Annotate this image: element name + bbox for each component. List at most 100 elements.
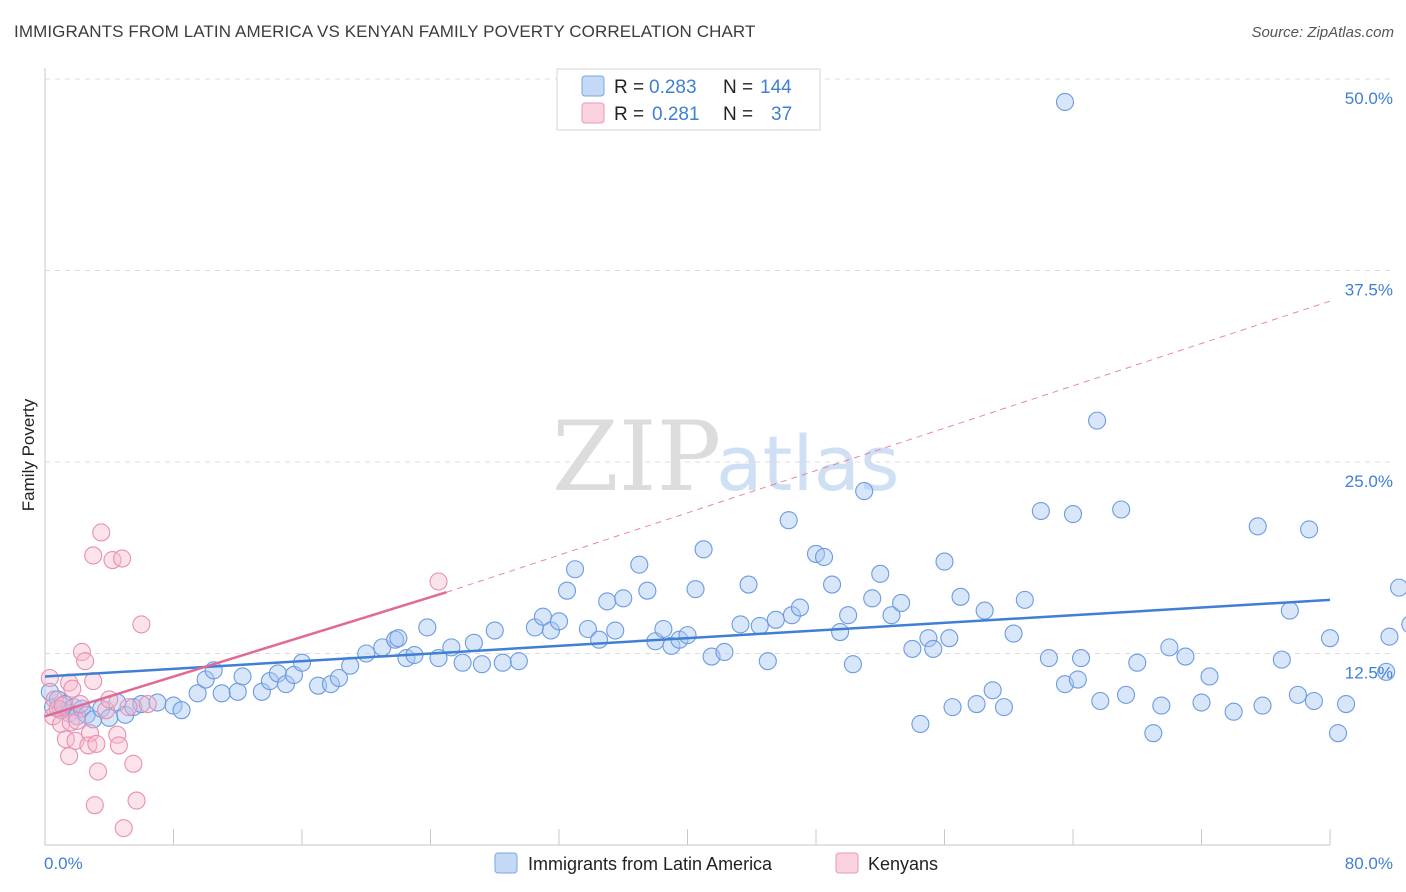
point-latin-america (715, 642, 734, 662)
legend-r-label-2: R = (614, 104, 644, 125)
legend-n-value-2: 37 (771, 104, 792, 125)
point-latin-america (871, 564, 890, 583)
stats-legend: R = 0.283 N = 144 R = 0.281 N = 37 (556, 68, 821, 131)
point-latin-america (686, 580, 705, 599)
point-latin-america (606, 621, 625, 640)
point-kenyans (92, 523, 111, 542)
point-latin-america (630, 555, 649, 574)
point-latin-america (758, 652, 777, 671)
legend-n-label-2: N = (723, 104, 753, 125)
point-latin-america (975, 601, 994, 620)
series-kenyans-points (40, 523, 448, 838)
point-latin-america (1248, 517, 1267, 536)
point-latin-america (549, 612, 569, 631)
point-latin-america (386, 630, 405, 649)
point-latin-america (472, 655, 491, 674)
point-latin-america (1071, 649, 1091, 668)
point-kenyans (40, 668, 59, 688)
point-kenyans (109, 736, 128, 755)
point-latin-america (814, 547, 834, 567)
point-latin-america (233, 667, 252, 686)
point-kenyans (84, 546, 103, 565)
point-latin-america (389, 629, 408, 648)
point-latin-america (1055, 92, 1075, 112)
chart-title: IMMIGRANTS FROM LATIN AMERICA VS KENYAN … (14, 22, 756, 41)
point-latin-america (903, 639, 922, 658)
y-tick-label: 50.0% (1345, 89, 1393, 108)
bottom-legend-swatch-blue (494, 852, 518, 874)
point-latin-america (1380, 627, 1399, 646)
point-latin-america (1160, 638, 1179, 657)
point-latin-america (228, 682, 247, 701)
point-kenyans (61, 713, 80, 732)
legend-r-label-1: R = (614, 77, 644, 98)
point-kenyans (429, 572, 448, 591)
y-tick-label: 25.0% (1345, 472, 1393, 491)
point-latin-america (750, 616, 769, 635)
point-latin-america (1280, 601, 1299, 620)
point-latin-america (967, 695, 986, 714)
point-latin-america (1288, 685, 1307, 704)
y-tick-label: 37.5% (1345, 281, 1393, 300)
point-latin-america (1192, 693, 1211, 712)
legend-r-value-2: 0.281 (652, 104, 700, 125)
point-latin-america (329, 668, 348, 688)
point-latin-america (590, 630, 609, 649)
y-axis-label: Family Poverty (19, 398, 38, 511)
point-latin-america (1144, 724, 1163, 743)
point-latin-america (731, 615, 750, 634)
x-tick-labels: 0.0% 80.0% (44, 854, 1393, 873)
legend-n-value-1: 144 (760, 77, 792, 98)
point-latin-america (1031, 501, 1050, 521)
point-latin-america (418, 618, 437, 637)
point-latin-america (983, 681, 1002, 700)
point-kenyans (103, 550, 122, 570)
point-latin-america (1015, 590, 1034, 609)
point-latin-america (485, 621, 504, 640)
legend-n-label-1: N = (723, 77, 753, 98)
point-latin-america (823, 575, 842, 594)
point-latin-america (614, 589, 633, 608)
point-latin-america (1128, 653, 1147, 672)
legend-swatch-pink (581, 102, 605, 124)
point-latin-america (882, 606, 901, 625)
point-latin-america (919, 629, 938, 648)
point-latin-america (935, 552, 954, 571)
series-legend: Immigrants from Latin America Kenyans (494, 852, 938, 874)
point-latin-america (464, 633, 483, 652)
grid (45, 78, 1392, 654)
point-latin-america (1224, 702, 1243, 721)
point-latin-america (1091, 691, 1110, 711)
point-latin-america (1088, 411, 1107, 430)
point-latin-america (766, 610, 785, 629)
point-latin-america (940, 629, 959, 648)
legend-swatch-blue (581, 75, 605, 97)
point-latin-america (453, 653, 472, 672)
point-latin-america (598, 592, 617, 611)
watermark: ZIP atlas (552, 401, 900, 513)
point-latin-america (493, 653, 512, 672)
point-latin-america (892, 593, 911, 612)
point-latin-america (1063, 505, 1083, 524)
point-latin-america (1039, 649, 1058, 668)
point-latin-america (678, 626, 697, 645)
trend-lines (44, 300, 1331, 718)
point-kenyans (85, 796, 104, 815)
point-latin-america (855, 482, 874, 501)
point-latin-america (790, 598, 809, 617)
point-latin-america (951, 587, 970, 606)
point-latin-america (831, 623, 850, 642)
point-latin-america (1116, 685, 1136, 704)
trend-line-kenyans-extension (446, 300, 1331, 593)
point-latin-america (943, 698, 962, 717)
source-label: Source: ZipAtlas.com (1251, 24, 1394, 41)
point-latin-america (212, 684, 231, 703)
point-latin-america (1272, 650, 1291, 669)
series-latin-america-points (40, 92, 1406, 743)
point-latin-america (1112, 500, 1131, 519)
point-latin-america (1152, 696, 1171, 715)
point-latin-america (557, 581, 577, 600)
point-latin-america (911, 714, 930, 734)
point-latin-america (1320, 629, 1340, 648)
